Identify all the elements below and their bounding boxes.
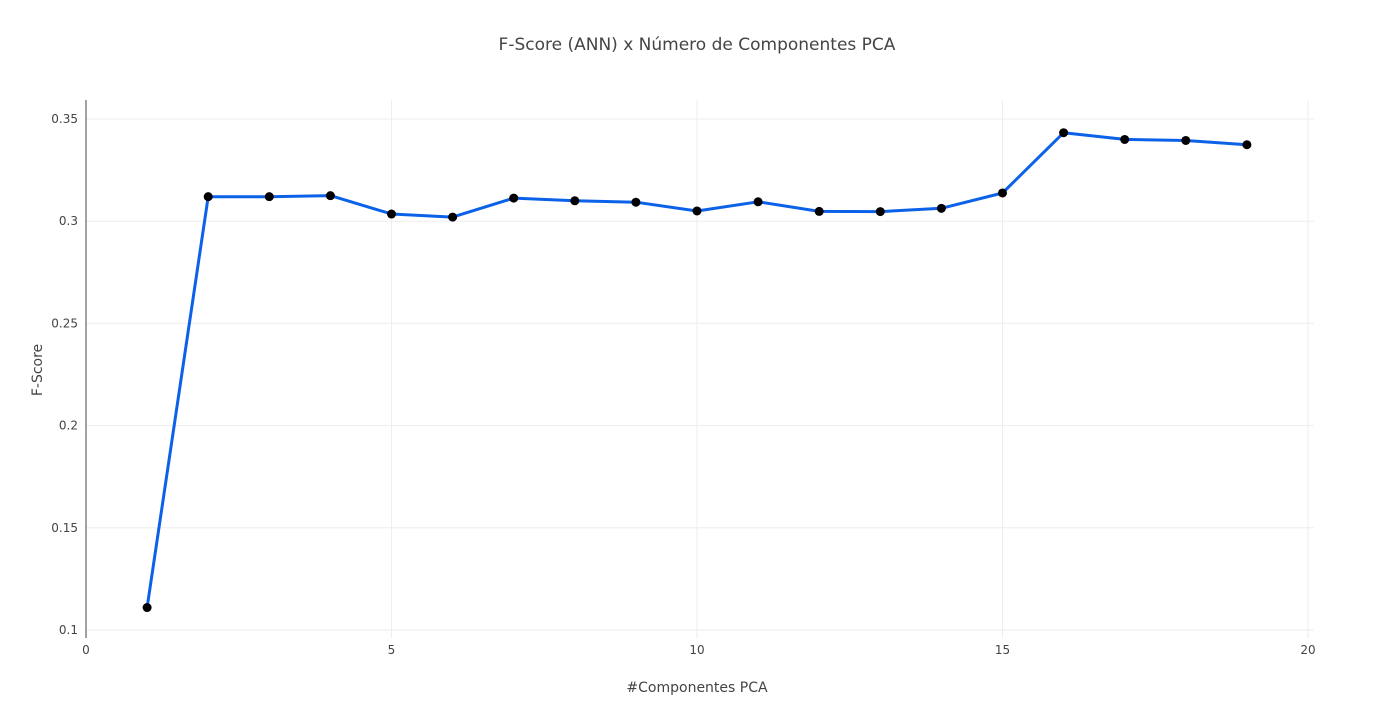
data-point: [1059, 128, 1069, 138]
data-point: [875, 207, 885, 217]
chart-title: F-Score (ANN) x Número de Componentes PC…: [499, 35, 896, 55]
y-tick-label: 0.15: [51, 521, 78, 535]
y-tick-label: 0.25: [51, 316, 78, 330]
x-tick-label: 15: [995, 643, 1010, 657]
data-point: [631, 197, 641, 207]
data-point: [1242, 140, 1252, 150]
data-point: [203, 192, 213, 202]
data-point: [1181, 135, 1191, 145]
x-tick-label: 0: [82, 643, 90, 657]
x-axis-title: #Componentes PCA: [626, 680, 768, 696]
data-point: [509, 193, 519, 203]
x-tick-label: 10: [689, 643, 704, 657]
data-point: [387, 209, 396, 219]
x-tick-label: 20: [1300, 643, 1315, 657]
y-tick-label: 0.3: [59, 214, 78, 228]
data-point: [142, 603, 152, 613]
data-point: [814, 206, 824, 216]
y-tick-label: 0.35: [51, 112, 78, 126]
y-axis-title: F-Score: [30, 344, 46, 396]
data-point: [448, 212, 458, 222]
x-axis-ticks: 0 5 10 15 20: [82, 643, 1315, 657]
y-tick-label: 0.1: [59, 623, 78, 637]
series-layer: [142, 128, 1252, 613]
y-axis-ticks: 0.1 0.15 0.2 0.25 0.3 0.35: [51, 112, 78, 637]
y-tick-label: 0.2: [59, 419, 78, 433]
data-point: [936, 203, 946, 213]
data-point: [1120, 134, 1130, 144]
data-point: [998, 188, 1007, 198]
grid: [86, 100, 1314, 638]
data-point: [264, 192, 274, 202]
x-tick-label: 5: [388, 643, 396, 657]
data-point: [570, 196, 580, 206]
data-point: [753, 197, 763, 207]
data-point: [325, 191, 335, 201]
data-point: [692, 206, 702, 216]
